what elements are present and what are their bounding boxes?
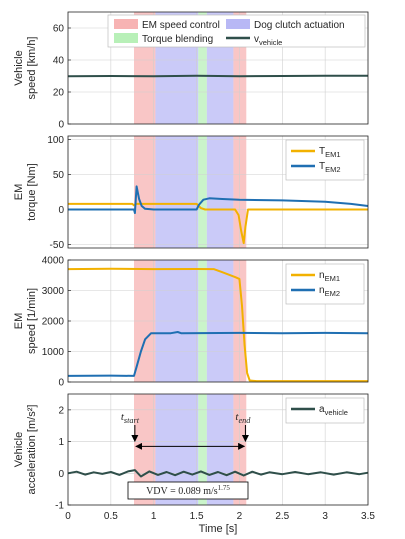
legend: TEM1 TEM2	[285, 139, 365, 181]
y-tick-label: 0	[58, 120, 64, 131]
t-end-label: tend	[235, 411, 251, 425]
y-tick-label: 1000	[42, 347, 65, 358]
phase-band-3	[198, 136, 207, 248]
axes-frame	[67, 11, 369, 125]
axes-frame	[67, 259, 369, 383]
y-axis-label: Vehicleacceleration [m/s²]	[13, 405, 38, 495]
t-start-label: tstart	[121, 411, 140, 425]
panel-2: -50 0 50 100 EMtorque [Nm] TEM1 TEM2	[13, 135, 369, 251]
series-n_EM1	[67, 267, 368, 383]
y-tick-label: 50	[53, 170, 65, 181]
panel-1: 0 20 40 60 Vehiclespeed [km/h] EM speed contr…	[13, 11, 369, 131]
series-a_vehicle	[67, 469, 369, 478]
y-tick-label: 100	[47, 135, 64, 146]
y-tick-label: 0	[58, 469, 64, 480]
y-tick-label: 1	[58, 437, 64, 448]
y-axis-label: EMtorque [Nm]	[13, 163, 38, 220]
y-tick-label: 2000	[42, 317, 65, 328]
legend: EM speed control Dog clutch actuation Torq…	[107, 14, 366, 48]
legend-entry: Torque blending	[142, 34, 213, 45]
x-tick-label: 2.5	[275, 511, 289, 522]
legend-entry: nEM2	[319, 285, 340, 298]
x-tick-label: 2	[237, 511, 243, 522]
legend-box	[285, 263, 365, 305]
series-n_EM2	[67, 331, 369, 377]
phase-band-5	[233, 136, 247, 248]
phase-band-4	[206, 136, 234, 248]
series-v_vehicle	[67, 74, 369, 78]
y-tick-label: -1	[55, 501, 64, 512]
y-tick-label: 4000	[42, 256, 65, 267]
legend: nEM1 nEM2	[285, 263, 365, 305]
y-tick-label: -50	[50, 240, 65, 251]
x-axis-label: Time [s]	[199, 523, 238, 535]
legend-swatch	[226, 19, 250, 29]
y-tick-label: 2	[58, 405, 64, 416]
legend-swatch	[114, 19, 138, 29]
x-tick-label: 1.5	[190, 511, 204, 522]
legend-swatch	[114, 33, 138, 43]
y-axis-label: Vehiclespeed [km/h]	[13, 37, 38, 100]
panel-3: 0 1000 2000 3000 4000 EMspeed [1/min] nEM1 nEM2	[13, 256, 369, 389]
phase-band-2	[155, 136, 199, 248]
legend-entry: nEM1	[319, 270, 340, 283]
y-tick-label: 60	[53, 24, 65, 35]
vdv-box	[127, 481, 249, 500]
x-tick-label: 3	[322, 511, 328, 522]
y-tick-label: 40	[53, 56, 65, 67]
y-tick-label: 3000	[42, 286, 65, 297]
legend-entry: EM speed control	[142, 20, 220, 31]
x-tick-label: 1	[151, 511, 157, 522]
series-T_EM2	[68, 185, 369, 214]
legend-box	[285, 397, 365, 424]
legend-box	[285, 139, 365, 181]
x-tick-label: 0.5	[104, 511, 118, 522]
y-axis-label: EMspeed [1/min]	[13, 288, 38, 354]
legend: avehicle	[285, 397, 365, 424]
axes-frame	[67, 393, 369, 506]
phase-band-1	[134, 136, 156, 248]
legend-entry: TEM1	[319, 146, 341, 159]
x-tick-label: 3.5	[361, 511, 375, 522]
legend-entry: avehicle	[319, 404, 348, 417]
legend-entry: Dog clutch actuation	[254, 20, 345, 31]
phase-band-3	[198, 12, 207, 124]
vdv-label: VDV = 0.089 m/s1.75	[146, 484, 230, 497]
annotations: tstart tend VDV = 0.089 m/s1.75	[121, 411, 251, 500]
y-tick-label: 0	[58, 378, 64, 389]
x-tick-label: 0	[65, 511, 71, 522]
legend-entry: vvehicle	[254, 34, 282, 47]
y-tick-label: 0	[58, 205, 64, 216]
axes-frame	[67, 135, 369, 249]
y-tick-label: 20	[53, 88, 65, 99]
legend-entry: TEM2	[319, 161, 341, 174]
